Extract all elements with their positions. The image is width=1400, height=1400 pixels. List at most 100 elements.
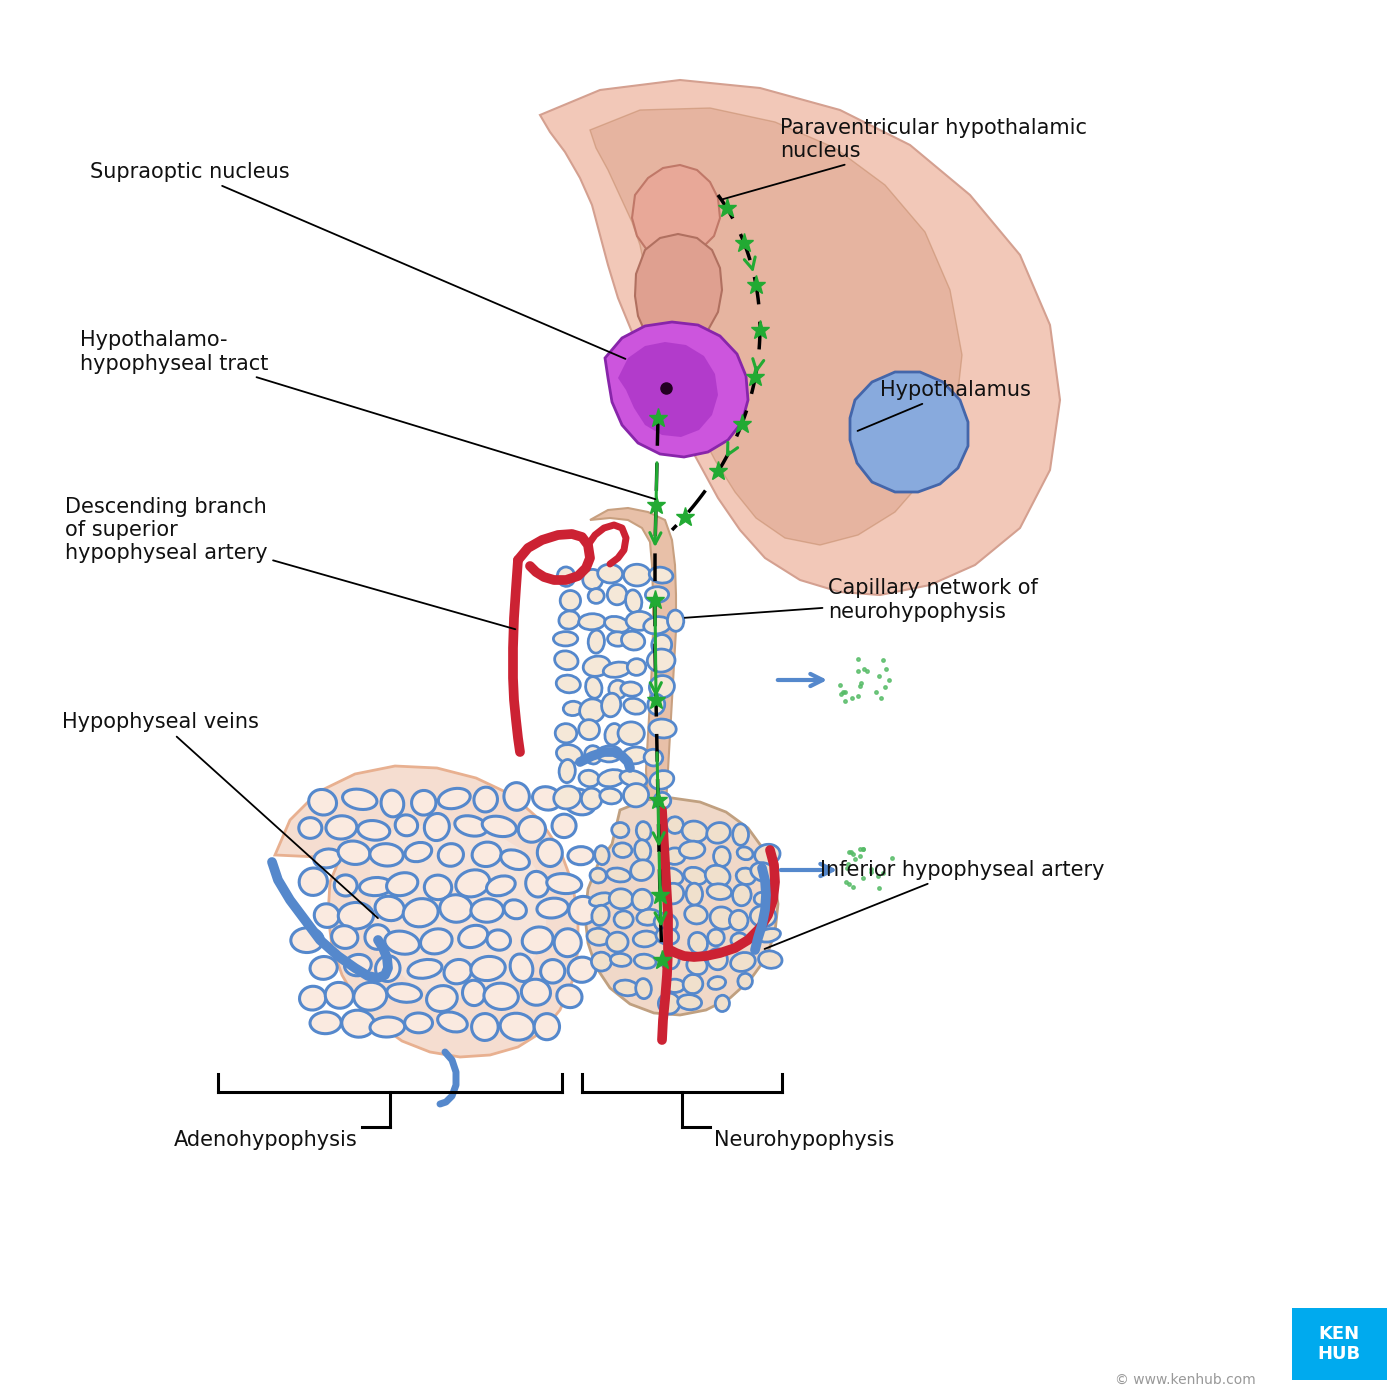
Ellipse shape — [385, 931, 420, 955]
Ellipse shape — [470, 956, 505, 980]
Ellipse shape — [678, 994, 701, 1009]
Polygon shape — [850, 372, 967, 491]
Ellipse shape — [540, 959, 564, 983]
Ellipse shape — [738, 847, 753, 860]
Ellipse shape — [624, 699, 645, 714]
Ellipse shape — [605, 724, 622, 745]
Ellipse shape — [647, 650, 675, 672]
Ellipse shape — [650, 720, 676, 738]
Ellipse shape — [615, 980, 638, 995]
Ellipse shape — [630, 860, 654, 881]
Ellipse shape — [538, 899, 568, 918]
Ellipse shape — [314, 904, 339, 927]
Ellipse shape — [335, 875, 357, 896]
Ellipse shape — [623, 748, 648, 764]
Ellipse shape — [736, 868, 756, 885]
Ellipse shape — [682, 820, 707, 841]
Ellipse shape — [326, 816, 357, 839]
Ellipse shape — [622, 631, 645, 650]
Ellipse shape — [657, 928, 679, 945]
Ellipse shape — [556, 745, 582, 763]
Ellipse shape — [403, 899, 438, 927]
Ellipse shape — [588, 630, 605, 654]
Polygon shape — [589, 108, 962, 545]
Polygon shape — [540, 80, 1060, 595]
Ellipse shape — [715, 995, 729, 1012]
Ellipse shape — [581, 788, 602, 809]
Ellipse shape — [332, 925, 358, 948]
Ellipse shape — [556, 675, 581, 693]
Ellipse shape — [757, 928, 780, 942]
Ellipse shape — [532, 787, 561, 811]
Ellipse shape — [438, 844, 463, 867]
Ellipse shape — [484, 983, 518, 1009]
Ellipse shape — [654, 792, 671, 809]
Ellipse shape — [620, 682, 641, 696]
Ellipse shape — [482, 816, 517, 837]
Ellipse shape — [370, 1016, 405, 1037]
Ellipse shape — [440, 895, 472, 923]
Ellipse shape — [358, 820, 389, 840]
FancyBboxPatch shape — [1292, 1308, 1387, 1380]
Ellipse shape — [634, 955, 657, 969]
Ellipse shape — [609, 889, 633, 909]
Ellipse shape — [424, 813, 449, 840]
Ellipse shape — [732, 823, 749, 846]
Ellipse shape — [344, 955, 371, 976]
Ellipse shape — [578, 720, 599, 739]
Ellipse shape — [557, 567, 575, 587]
Ellipse shape — [644, 616, 671, 634]
Text: Supraoptic nucleus: Supraoptic nucleus — [90, 162, 626, 358]
Ellipse shape — [708, 977, 725, 990]
Ellipse shape — [504, 900, 526, 918]
Ellipse shape — [608, 631, 627, 647]
Ellipse shape — [738, 973, 752, 988]
Text: Paraventricular hypothalamic
nucleus: Paraventricular hypothalamic nucleus — [722, 118, 1086, 199]
Ellipse shape — [518, 816, 546, 843]
Ellipse shape — [472, 841, 501, 867]
Ellipse shape — [475, 787, 497, 812]
Ellipse shape — [365, 925, 391, 949]
Ellipse shape — [710, 907, 734, 930]
Ellipse shape — [605, 616, 629, 633]
Polygon shape — [631, 165, 720, 258]
Ellipse shape — [587, 928, 610, 945]
Ellipse shape — [438, 788, 470, 809]
Ellipse shape — [547, 874, 581, 893]
Ellipse shape — [386, 984, 421, 1002]
Ellipse shape — [470, 899, 504, 923]
Ellipse shape — [522, 927, 553, 953]
Ellipse shape — [650, 676, 675, 699]
Text: Neurohypophysis: Neurohypophysis — [714, 1130, 895, 1149]
Ellipse shape — [595, 846, 609, 865]
Ellipse shape — [568, 896, 598, 924]
Ellipse shape — [308, 790, 336, 815]
Text: Adenohypophysis: Adenohypophysis — [174, 1130, 358, 1149]
Ellipse shape — [427, 986, 458, 1011]
Ellipse shape — [750, 862, 776, 882]
Polygon shape — [636, 234, 722, 349]
Ellipse shape — [689, 932, 707, 953]
Ellipse shape — [501, 850, 529, 869]
Ellipse shape — [580, 770, 599, 787]
Ellipse shape — [487, 930, 511, 951]
Ellipse shape — [706, 865, 729, 886]
Ellipse shape — [538, 839, 563, 867]
Polygon shape — [274, 766, 578, 1057]
Ellipse shape — [405, 1014, 433, 1033]
Ellipse shape — [314, 848, 342, 868]
Ellipse shape — [627, 659, 645, 675]
Ellipse shape — [309, 1012, 342, 1033]
Ellipse shape — [568, 958, 596, 983]
Ellipse shape — [650, 567, 673, 582]
Ellipse shape — [354, 983, 386, 1011]
Ellipse shape — [598, 564, 623, 582]
Ellipse shape — [729, 910, 748, 931]
Text: Inferior hypophyseal artery: Inferior hypophyseal artery — [764, 860, 1105, 949]
Ellipse shape — [591, 952, 612, 972]
Ellipse shape — [309, 956, 337, 980]
Ellipse shape — [560, 591, 581, 610]
Ellipse shape — [626, 589, 641, 613]
Ellipse shape — [714, 847, 731, 867]
Ellipse shape — [504, 783, 529, 811]
